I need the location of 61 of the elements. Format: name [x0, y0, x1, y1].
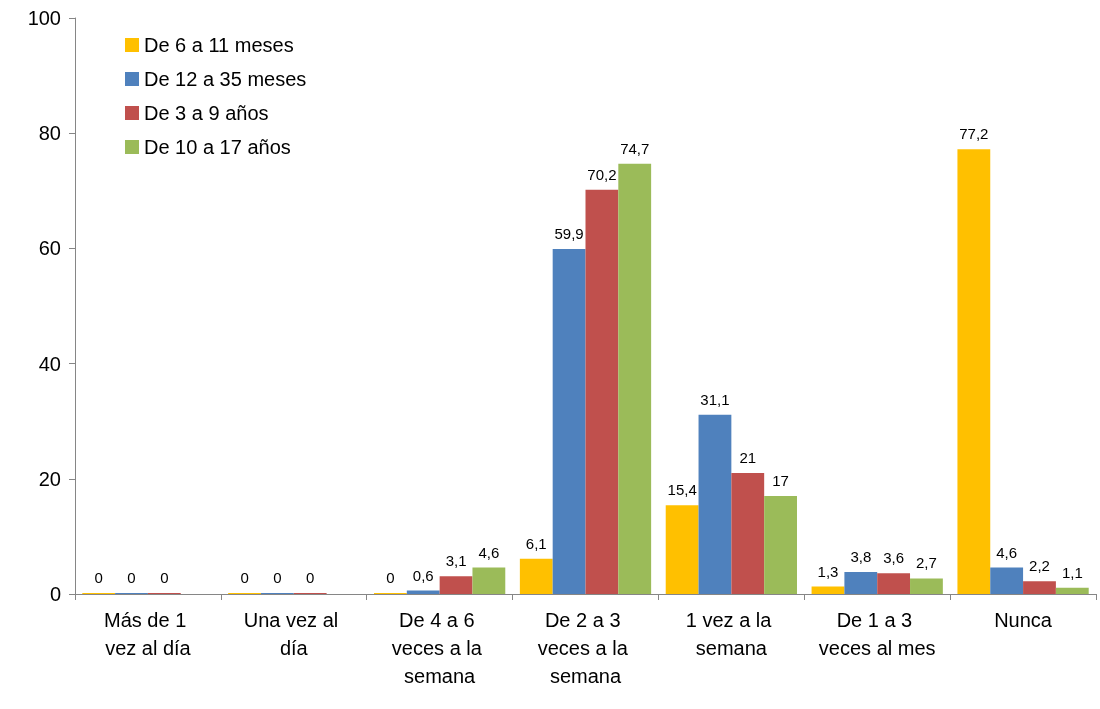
bar	[439, 576, 473, 594]
legend-label: De 3 a 9 años	[144, 102, 269, 124]
data-label: 0	[127, 569, 136, 586]
x-tick-label: Una vez al día	[243, 609, 344, 659]
data-label: 59,9	[554, 224, 584, 242]
legend-label: De 6 a 11 meses	[144, 34, 294, 56]
bar	[618, 163, 652, 594]
data-label: 0,6	[412, 566, 434, 584]
x-tick-label: Nunca	[994, 609, 1053, 631]
legend-label: De 12 a 35 meses	[144, 68, 307, 90]
y-tick-label: 20	[38, 467, 61, 490]
data-label: 74,7	[620, 139, 650, 157]
data-label: 0	[306, 569, 315, 586]
bar	[764, 496, 797, 594]
data-label: 0	[273, 569, 282, 586]
bar	[519, 558, 553, 594]
x-tick-label: 1 vez a la semana	[685, 609, 777, 659]
y-tick-label: 60	[38, 237, 61, 260]
x-tick-label: De 4 a 6 veces a la semana	[391, 609, 488, 687]
legend-label: De 10 a 17 años	[144, 136, 291, 158]
x-tick-label: De 1 a 3 veces al mes	[818, 609, 936, 659]
bar	[957, 149, 991, 594]
data-label: 31,1	[700, 390, 730, 408]
y-tick-label: 100	[27, 7, 61, 29]
data-label: 3,1	[445, 552, 467, 570]
data-label: 77,2	[959, 125, 989, 143]
bar	[552, 248, 586, 594]
bar	[472, 567, 506, 594]
data-label: 2,7	[916, 554, 937, 572]
data-label: 15,4	[667, 481, 697, 499]
data-label: 21	[739, 449, 757, 467]
x-tick-label: Más de 1 vez al día	[104, 609, 192, 659]
y-tick-label: 80	[38, 122, 61, 145]
data-label: 70,2	[587, 165, 617, 183]
data-label: 0	[94, 569, 103, 586]
data-label: 6,1	[525, 534, 547, 552]
bar	[1055, 587, 1089, 594]
bar	[665, 505, 699, 594]
bar	[877, 573, 911, 594]
data-label: 0	[240, 569, 249, 586]
bar	[910, 578, 943, 594]
y-tick-label: 0	[49, 583, 61, 605]
data-label: 3,8	[850, 548, 872, 566]
data-label: 4,6	[478, 543, 500, 561]
bar	[698, 414, 732, 594]
data-label: 17	[772, 472, 789, 490]
data-label: 0	[386, 569, 395, 586]
data-label: 2,2	[1029, 557, 1050, 575]
bar	[1023, 581, 1056, 594]
bar	[811, 586, 845, 594]
data-label: 0	[160, 569, 169, 586]
y-tick-label: 40	[38, 352, 61, 375]
data-label: 1,1	[1061, 563, 1083, 581]
x-tick-label: De 2 a 3 veces a la semana	[537, 609, 634, 687]
data-label: 1,3	[817, 562, 839, 580]
bar	[990, 567, 1024, 594]
data-label: 4,6	[996, 543, 1018, 561]
data-label: 3,6	[883, 549, 905, 567]
bar	[585, 189, 619, 594]
bar	[844, 572, 878, 594]
bar	[731, 473, 765, 594]
